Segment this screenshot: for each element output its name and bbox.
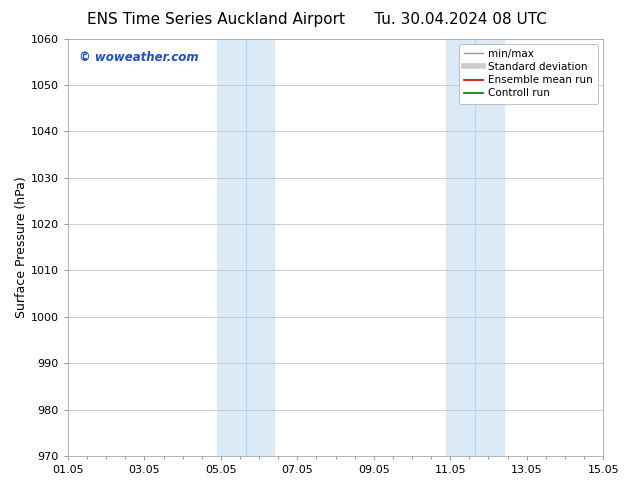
Bar (217, 39, 275, 456)
Text: © woweather.com: © woweather.com (79, 51, 198, 64)
Y-axis label: Surface Pressure (hPa): Surface Pressure (hPa) (15, 176, 28, 318)
Legend: min/max, Standard deviation, Ensemble mean run, Controll run: min/max, Standard deviation, Ensemble me… (459, 44, 598, 103)
Bar (446, 39, 504, 456)
Text: ENS Time Series Auckland Airport      Tu. 30.04.2024 08 UTC: ENS Time Series Auckland Airport Tu. 30.… (87, 12, 547, 27)
